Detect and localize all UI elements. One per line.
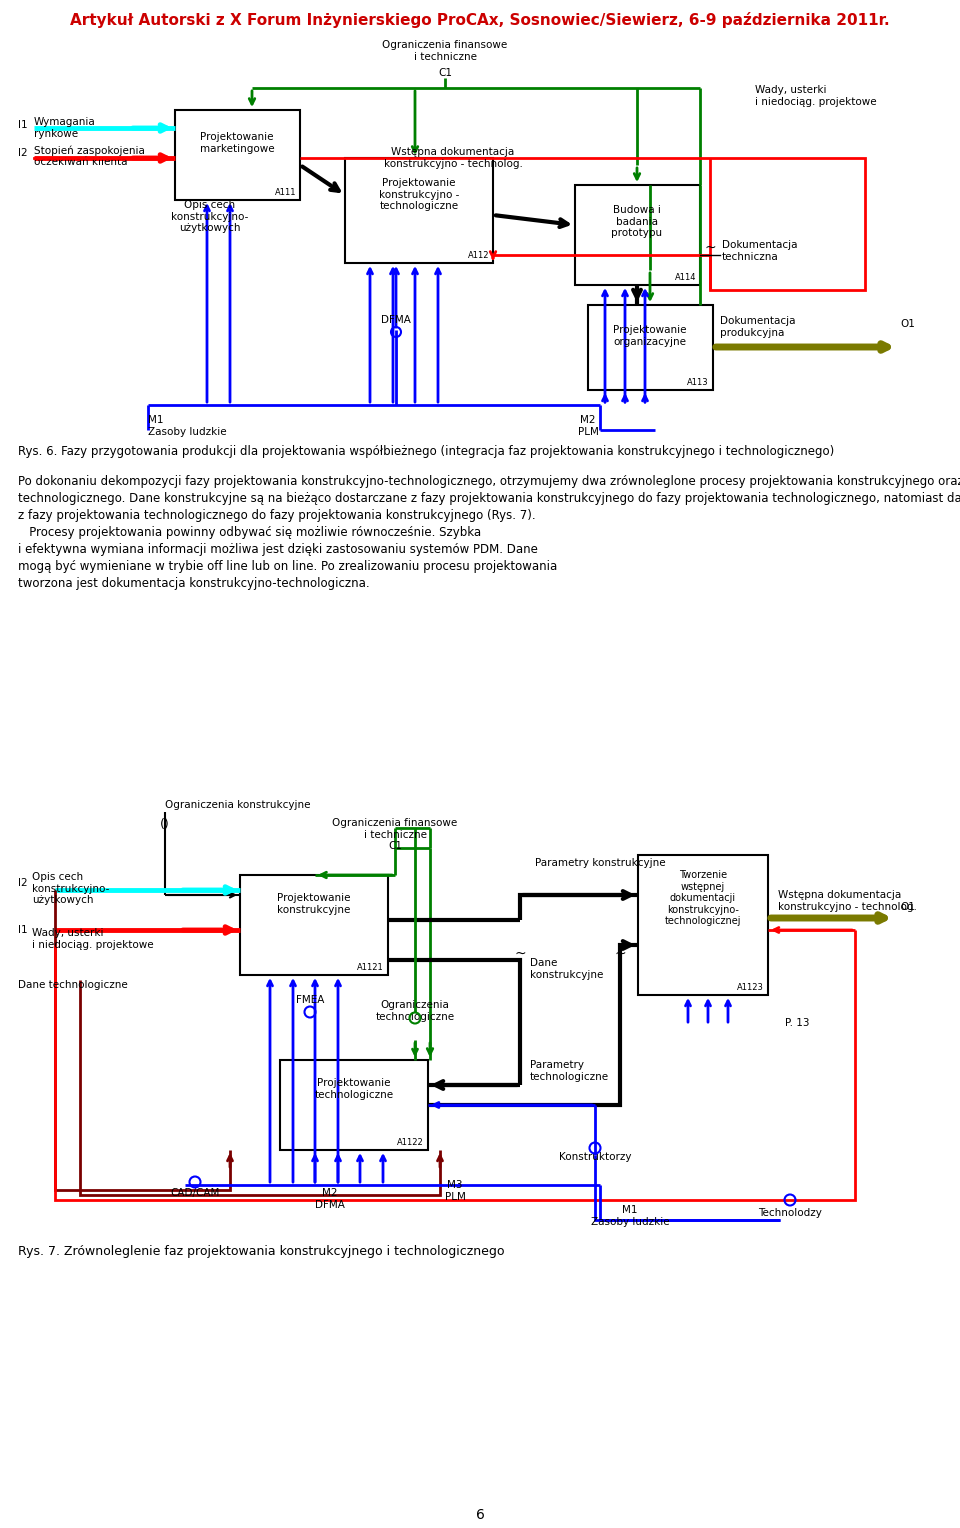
Text: M2
DFMA: M2 DFMA — [315, 1187, 345, 1210]
Text: C1: C1 — [438, 69, 452, 78]
Text: Dokumentacja
produkcyjna: Dokumentacja produkcyjna — [720, 316, 796, 338]
Text: M1
Zasoby ludzkie: M1 Zasoby ludzkie — [148, 416, 227, 437]
Text: I1: I1 — [18, 121, 28, 130]
Text: Dane technologiczne: Dane technologiczne — [18, 979, 128, 990]
Text: Ograniczenia
technologiczne: Ograniczenia technologiczne — [375, 999, 455, 1022]
Text: Projektowanie
marketingowe: Projektowanie marketingowe — [200, 131, 275, 154]
Text: Ograniczenia finansowe
i techniczne: Ograniczenia finansowe i techniczne — [382, 40, 508, 61]
Text: Wymagania
rynkowe: Wymagania rynkowe — [34, 118, 96, 139]
Text: Ograniczenia konstrukcyjne: Ograniczenia konstrukcyjne — [165, 801, 310, 810]
Text: Stopień zaspokojenia
oczekiwań klienta: Stopień zaspokojenia oczekiwań klienta — [34, 145, 145, 167]
Text: I2: I2 — [18, 148, 28, 157]
Text: Tworzenie
wstępnej
dokumentacji
konstrukcyjno-
technologicznej: Tworzenie wstępnej dokumentacji konstruk… — [664, 869, 741, 926]
Text: I1: I1 — [18, 924, 28, 935]
Text: ~: ~ — [705, 241, 716, 255]
Bar — [345, 157, 493, 263]
Text: A113: A113 — [687, 377, 709, 387]
Text: Ograniczenia finansowe
i techniczne
C1: Ograniczenia finansowe i techniczne C1 — [332, 817, 458, 851]
Bar — [240, 876, 388, 975]
Text: Parametry konstrukcyjne: Parametry konstrukcyjne — [535, 859, 665, 868]
Bar — [588, 306, 713, 390]
Text: tworzona jest dokumentacja konstrukcyjno-technologiczna.: tworzona jest dokumentacja konstrukcyjno… — [18, 578, 370, 590]
Text: i efektywna wymiana informacji możliwa jest dzięki zastosowaniu systemów PDM. Da: i efektywna wymiana informacji możliwa j… — [18, 542, 538, 556]
Text: z fazy projektowania technologicznego do fazy projektowania konstrukcyjnego (Rys: z fazy projektowania technologicznego do… — [18, 509, 536, 523]
Bar — [280, 1060, 428, 1151]
Text: Technolodzy: Technolodzy — [758, 1209, 822, 1218]
Text: Po dokonaniu dekompozycji fazy projektowania konstrukcyjno-technologicznego, otr: Po dokonaniu dekompozycji fazy projektow… — [18, 475, 960, 487]
Text: A114: A114 — [675, 274, 696, 283]
Text: Konstruktorzy: Konstruktorzy — [559, 1152, 632, 1161]
Text: M2
PLM: M2 PLM — [578, 416, 598, 437]
Text: A1121: A1121 — [357, 963, 384, 972]
Text: M1
Zasoby ludzkie: M1 Zasoby ludzkie — [590, 1206, 669, 1227]
Text: ~: ~ — [614, 947, 626, 961]
Text: Projektowanie
konstrukcyjne: Projektowanie konstrukcyjne — [277, 892, 350, 915]
Text: Rys. 7. Zrównoleglenie faz projektowania konstrukcyjnego i technologicznego: Rys. 7. Zrównoleglenie faz projektowania… — [18, 1245, 505, 1258]
Text: Wstępna dokumentacja
konstrukcyjno - technolog.: Wstępna dokumentacja konstrukcyjno - tec… — [778, 889, 917, 912]
Text: Projektowanie
konstrukcyjno -
technologiczne: Projektowanie konstrukcyjno - technologi… — [379, 177, 459, 211]
Text: mogą być wymieniane w trybie off line lub on line. Po zrealizowaniu procesu proj: mogą być wymieniane w trybie off line lu… — [18, 559, 557, 573]
Text: A1122: A1122 — [397, 1138, 424, 1148]
Text: A112: A112 — [468, 251, 489, 260]
Text: M3
PLM: M3 PLM — [444, 1180, 466, 1201]
Text: Parametry
technologiczne: Parametry technologiczne — [530, 1060, 610, 1082]
Text: (): () — [160, 817, 170, 831]
Text: Budowa i
badania
prototypu: Budowa i badania prototypu — [612, 205, 662, 238]
Bar — [575, 185, 700, 286]
Text: Dokumentacja
techniczna: Dokumentacja techniczna — [722, 240, 798, 261]
Text: Dane
konstrukcyjne: Dane konstrukcyjne — [530, 958, 604, 979]
Text: Projektowanie
organizacyjne: Projektowanie organizacyjne — [613, 325, 686, 347]
Text: Wady, usterki
i niedociąg. projektowe: Wady, usterki i niedociąg. projektowe — [32, 927, 154, 949]
Text: Artykuł Autorski z X Forum Inżynierskiego ProCAx, Sosnowiec/Siewierz, 6-9 paździ: Artykuł Autorski z X Forum Inżynierskieg… — [70, 12, 890, 28]
Text: A1123: A1123 — [737, 983, 764, 992]
Bar — [638, 856, 768, 995]
Text: technologicznego. Dane konstrukcyjne są na bieżąco dostarczane z fazy projektowa: technologicznego. Dane konstrukcyjne są … — [18, 492, 960, 504]
Text: Procesy projektowania powinny odbywać się możliwie równocześnie. Szybka: Procesy projektowania powinny odbywać si… — [18, 526, 481, 539]
Text: O1: O1 — [900, 902, 915, 912]
Text: P. 13: P. 13 — [785, 1018, 809, 1028]
Text: A111: A111 — [275, 188, 296, 197]
Text: Projektowanie
technologiczne: Projektowanie technologiczne — [315, 1077, 394, 1100]
Text: O1: O1 — [900, 319, 915, 329]
Text: DFMA: DFMA — [381, 315, 411, 325]
Text: Wady, usterki
i niedociąg. projektowe: Wady, usterki i niedociąg. projektowe — [755, 86, 876, 107]
Text: 6: 6 — [475, 1508, 485, 1522]
Text: ~: ~ — [515, 947, 526, 961]
Text: Opis cech
konstrukcyjno-
użytkowych: Opis cech konstrukcyjno- użytkowych — [171, 200, 249, 234]
Text: FMEA: FMEA — [296, 995, 324, 1005]
Text: Rys. 6. Fazy przygotowania produkcji dla projektowania współbieżnego (integracja: Rys. 6. Fazy przygotowania produkcji dla… — [18, 445, 834, 458]
Bar — [175, 110, 300, 200]
Text: Opis cech
konstrukcyjno-
użytkowych: Opis cech konstrukcyjno- użytkowych — [32, 872, 109, 905]
Text: CAD/CAM: CAD/CAM — [170, 1187, 220, 1198]
Text: Wstępna dokumentacja
konstrukcyjno - technolog.: Wstępna dokumentacja konstrukcyjno - tec… — [384, 147, 522, 168]
Text: I2: I2 — [18, 879, 28, 888]
